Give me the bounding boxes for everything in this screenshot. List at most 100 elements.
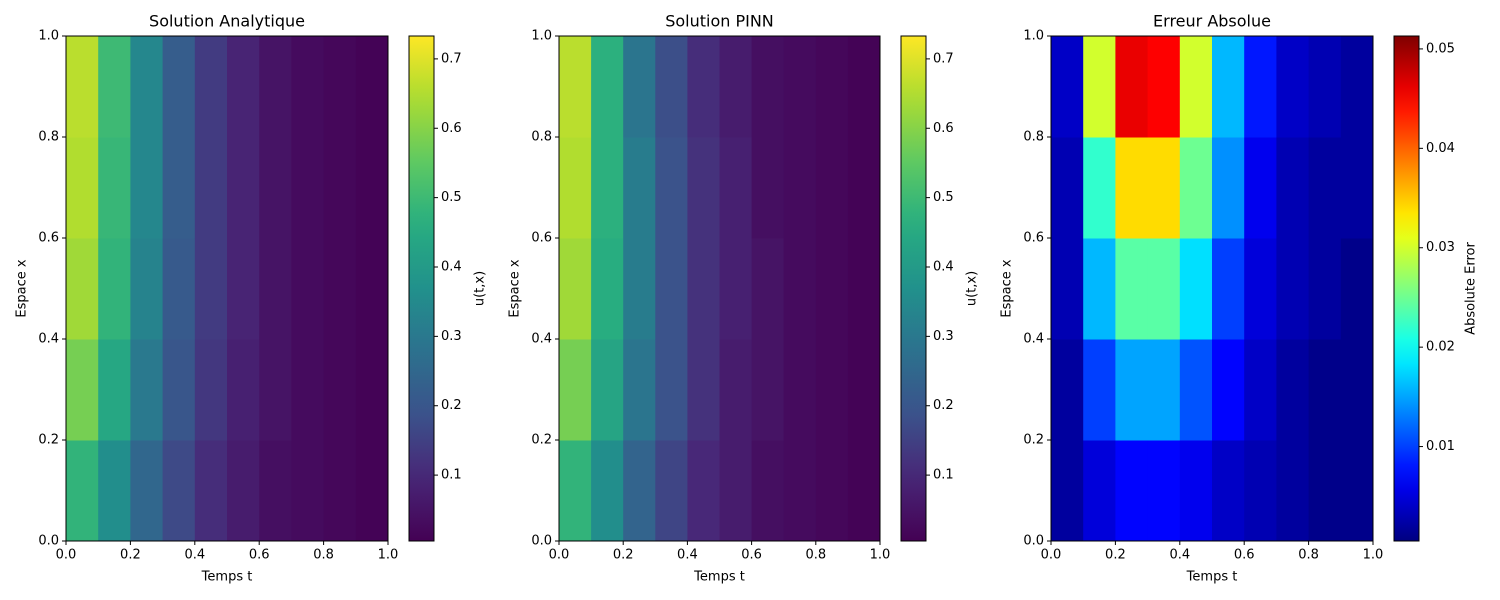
heatmap-cell [98,238,131,340]
heatmap-cell [1051,339,1084,441]
heatmap-cell [591,238,624,340]
heatmap-cell [719,339,753,441]
heatmap-cell [66,339,99,441]
heatmap-cell [1179,238,1213,340]
heatmap-cell [162,36,196,138]
y-tick-label: 0.4 [38,332,59,347]
heatmap-cell [623,440,656,542]
x-tick-label: 0.4 [677,548,698,563]
y-tick-label: 0.4 [531,332,552,347]
heatmap-cell [1147,440,1181,542]
heatmap-cell [687,238,720,340]
heatmap-cell [1308,238,1342,340]
colorbar-tick-label: 0.1 [933,468,954,483]
heatmap-cell [1083,238,1116,340]
heatmap-cell [1051,440,1084,542]
heatmap-cell [227,339,260,441]
y-tick-label: 0.0 [38,534,59,549]
heatmap-cell [1276,339,1310,441]
heatmap-cell [1051,36,1084,138]
heatmap-cell [227,137,260,239]
heatmap-cell [291,238,325,340]
heatmap-cell [130,238,164,340]
heatmap-cell [323,238,357,340]
heatmap-cell [1083,137,1116,239]
colorbar [408,35,435,542]
heatmap-cell [1244,36,1277,138]
colorbar-label: Absolute Error [1464,242,1479,335]
heatmap-cell [1340,238,1374,340]
heatmap-cell [591,137,624,239]
heatmap-cell [259,440,292,542]
heatmap-cell [751,339,785,441]
heatmap-cell [815,36,849,138]
heatmap-cell [98,339,131,441]
colorbar-tick-label: 0.4 [441,259,462,274]
heatmap-cell [130,36,164,138]
heatmap-cell [623,238,656,340]
y-tick-label: 0.8 [531,130,552,145]
heatmap-cell [591,339,624,441]
heatmap-cell [1244,339,1277,441]
heatmap-cell [98,137,131,239]
heatmap-cell [815,339,849,441]
heatmap-cell [98,440,131,542]
x-tick-label: 0.4 [1169,548,1190,563]
heatmap-cell [1179,339,1213,441]
heatmap-cell [559,36,592,138]
heatmap-cell [719,137,753,239]
x-axis-label: Temps t [201,570,253,585]
heatmap-cell [291,36,325,138]
heatmap-cell [655,440,688,542]
x-tick-label: 0.8 [1298,548,1319,563]
colorbar-tick-label: 0.5 [441,190,462,205]
heatmap-cell [130,440,164,542]
heatmap-cell [783,339,817,441]
heatmap-cell [847,238,881,340]
heatmap-cell [1308,440,1342,542]
x-axis-label: Temps t [693,570,745,585]
colorbar-tick-label: 0.5 [933,190,954,205]
heatmap-cell [815,238,849,340]
y-tick-label: 0.2 [1023,433,1044,448]
y-tick-label: 0.4 [1023,332,1044,347]
heatmap-cell [1340,440,1374,542]
heatmap-cell [815,440,849,542]
heatmap-cell [783,137,817,239]
plot-frame [1050,35,1374,542]
y-tick-label: 0.0 [531,534,552,549]
x-tick-label: 1.0 [1363,548,1384,563]
heatmap-cell [687,339,720,441]
heatmap-cell [1212,238,1245,340]
chart-title: Solution Analytique [149,12,305,31]
x-tick-label: 1.0 [870,548,891,563]
heatmap-cell [687,36,720,138]
heatmap-cell [1083,36,1116,138]
heatmap-cell [1308,137,1342,239]
heatmap-cell [130,339,164,441]
heatmap-cell [1115,238,1149,340]
heatmap-cell [1212,36,1245,138]
heatmap-cell [130,137,164,239]
heatmap-cell [687,440,720,542]
y-tick-label: 1.0 [531,29,552,44]
heatmap-cell [194,339,228,441]
heatmap-cell [1051,238,1084,340]
x-tick-label: 0.0 [56,548,77,563]
colorbar-tick-label: 0.6 [933,121,954,136]
heatmap-cell [687,137,720,239]
heatmap-cell [1340,137,1374,239]
heatmap-cell [1083,440,1116,542]
heatmap-cell [162,440,196,542]
x-tick-label: 0.0 [1041,548,1062,563]
heatmap-cell [1212,440,1245,542]
heatmap-cell [323,36,357,138]
x-tick-label: 0.6 [741,548,762,563]
heatmap-cell [1115,137,1149,239]
heatmap-cell [291,137,325,239]
heatmap-cell [655,238,688,340]
y-axis-label: Espace x [15,259,30,317]
heatmap-cell [1115,440,1149,542]
x-tick-label: 0.0 [549,548,570,563]
